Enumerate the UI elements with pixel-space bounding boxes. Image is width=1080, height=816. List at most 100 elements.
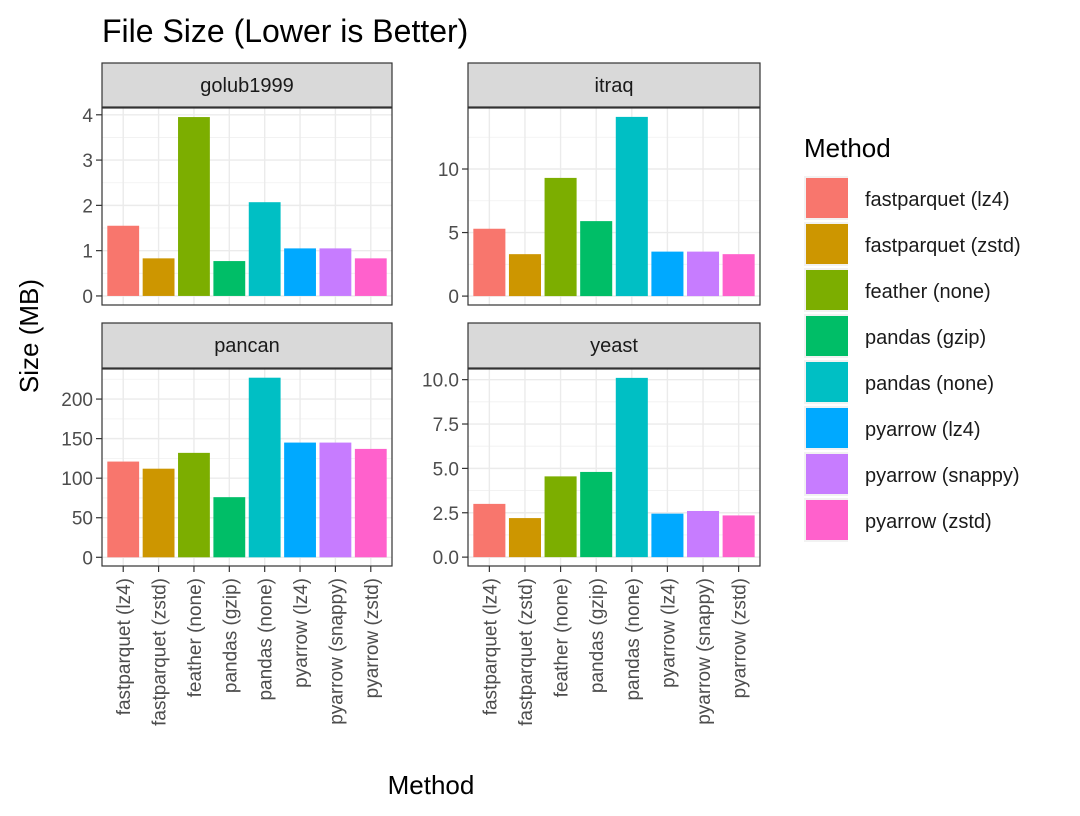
bar-golub1999-4	[213, 261, 246, 296]
y-tick-label: 0	[448, 287, 459, 308]
facet-panel: itraq 0 5 10	[438, 62, 761, 308]
legend: Method fastparquet (lz4) fastparquet (zst…	[804, 133, 1021, 542]
legend-item: pyarrow (lz4)	[804, 406, 981, 450]
x-tick-label: pyarrow (lz4)	[658, 578, 679, 688]
facet-label: golub1999	[200, 75, 293, 97]
y-tick-label: 7.5	[433, 415, 459, 436]
legend-swatch	[806, 362, 848, 402]
legend-item: pyarrow (snappy)	[804, 452, 1020, 496]
y-tick-label: 0	[82, 287, 93, 308]
y-tick-label: 3	[82, 151, 93, 172]
bar-itraq-4	[580, 221, 613, 297]
y-tick-label: 100	[61, 469, 93, 490]
facet-label: itraq	[595, 75, 634, 97]
bar-pancan-1	[107, 461, 140, 558]
x-tick-label: pyarrow (zstd)	[730, 578, 751, 698]
bar-itraq-1	[473, 228, 506, 297]
x-tick-label: fastparquet (zstd)	[516, 578, 537, 726]
y-tick-label: 0	[82, 548, 93, 569]
legend-swatch	[806, 408, 848, 448]
bar-yeast-4	[580, 471, 613, 558]
legend-label: fastparquet (zstd)	[865, 235, 1021, 257]
bar-itraq-3	[544, 177, 577, 297]
bar-pancan-6	[284, 442, 316, 558]
x-tick-label: pyarrow (zstd)	[362, 578, 383, 698]
bar-yeast-5	[615, 377, 648, 558]
legend-swatch	[806, 500, 848, 540]
legend-item: feather (none)	[804, 268, 991, 312]
x-tick-label: fastparquet (lz4)	[114, 578, 135, 715]
y-tick-label: 5.0	[433, 459, 459, 480]
bar-itraq-6	[651, 251, 684, 297]
bar-yeast-8	[722, 515, 755, 558]
bar-golub1999-1	[107, 225, 140, 296]
bar-itraq-7	[687, 251, 720, 297]
chart-title: File Size (Lower is Better)	[102, 13, 468, 49]
legend-label: pyarrow (zstd)	[865, 511, 992, 533]
bar-itraq-8	[722, 254, 755, 297]
y-tick-label: 5	[448, 224, 459, 245]
legend-item: pandas (none)	[804, 360, 994, 404]
bar-pancan-7	[319, 442, 352, 558]
bar-pancan-3	[178, 452, 210, 558]
facet-panel: yeast 0.0 2.5 5.0 7.5 10.0 fastparquet (lz4) fa…	[422, 322, 761, 726]
panels-layer: golub1999 0 1 2 3 4 itraq 0 5 10 pancan 0 50 100 150 20…	[61, 62, 761, 726]
x-tick-label: pyarrow (snappy)	[326, 578, 347, 725]
bar-golub1999-5	[248, 202, 281, 296]
bar-itraq-5	[615, 116, 648, 297]
legend-label: pandas (gzip)	[865, 327, 986, 349]
facet-panel: pancan 0 50 100 150 200 fastparquet (lz4) fastp…	[61, 322, 393, 726]
x-tick-label: pandas (gzip)	[220, 578, 241, 693]
legend-label: fastparquet (lz4)	[865, 189, 1010, 211]
y-tick-label: 200	[61, 390, 93, 411]
legend-label: pyarrow (snappy)	[865, 465, 1020, 487]
bar-golub1999-6	[284, 248, 316, 296]
legend-swatch	[806, 454, 848, 494]
legend-label: feather (none)	[865, 281, 991, 303]
bar-pancan-4	[213, 497, 246, 558]
legend-title: Method	[804, 133, 891, 163]
facet-strip-itraq	[467, 62, 761, 108]
x-tick-label: pyarrow (lz4)	[291, 578, 312, 688]
legend-label: pandas (none)	[865, 373, 994, 395]
y-tick-label: 0.0	[433, 548, 459, 569]
legend-swatch	[806, 178, 848, 218]
x-axis-title: Method	[388, 770, 475, 800]
y-tick-label: 2.5	[433, 504, 459, 525]
y-tick-label: 150	[61, 430, 93, 451]
bar-pancan-5	[248, 377, 281, 558]
x-tick-label: pandas (none)	[623, 578, 644, 701]
panel-border	[467, 107, 761, 306]
facet-strip-yeast	[467, 322, 761, 369]
legend-item: pyarrow (zstd)	[804, 498, 992, 542]
panel-border	[101, 368, 393, 567]
bar-yeast-6	[651, 513, 684, 558]
x-tick-label: fastparquet (lz4)	[480, 578, 501, 715]
x-tick-label: feather (none)	[552, 578, 573, 697]
y-axis-title: Size (MB)	[14, 279, 44, 393]
facet-strip-golub1999	[101, 62, 393, 108]
y-tick-label: 2	[82, 196, 93, 217]
x-tick-label: pandas (gzip)	[587, 578, 608, 693]
bar-golub1999-7	[319, 248, 352, 296]
y-tick-label: 10.0	[422, 371, 459, 392]
bar-yeast-2	[508, 518, 541, 558]
panel-border	[101, 107, 393, 306]
bar-golub1999-2	[142, 258, 175, 296]
legend-swatch	[806, 316, 848, 356]
facet-label: pancan	[214, 335, 280, 357]
facet-strip-pancan	[101, 322, 393, 369]
bar-yeast-1	[473, 503, 506, 558]
bar-itraq-2	[508, 254, 541, 297]
legend-label: pyarrow (lz4)	[865, 419, 981, 441]
panel-border	[467, 368, 761, 567]
legend-item: pandas (gzip)	[804, 314, 986, 358]
facet-panel: golub1999 0 1 2 3 4	[82, 62, 393, 308]
x-tick-label: fastparquet (zstd)	[150, 578, 171, 726]
bar-golub1999-3	[178, 117, 210, 296]
bar-golub1999-8	[354, 258, 387, 296]
bar-yeast-7	[687, 510, 720, 558]
legend-swatch	[806, 224, 848, 264]
bar-pancan-8	[354, 448, 387, 558]
